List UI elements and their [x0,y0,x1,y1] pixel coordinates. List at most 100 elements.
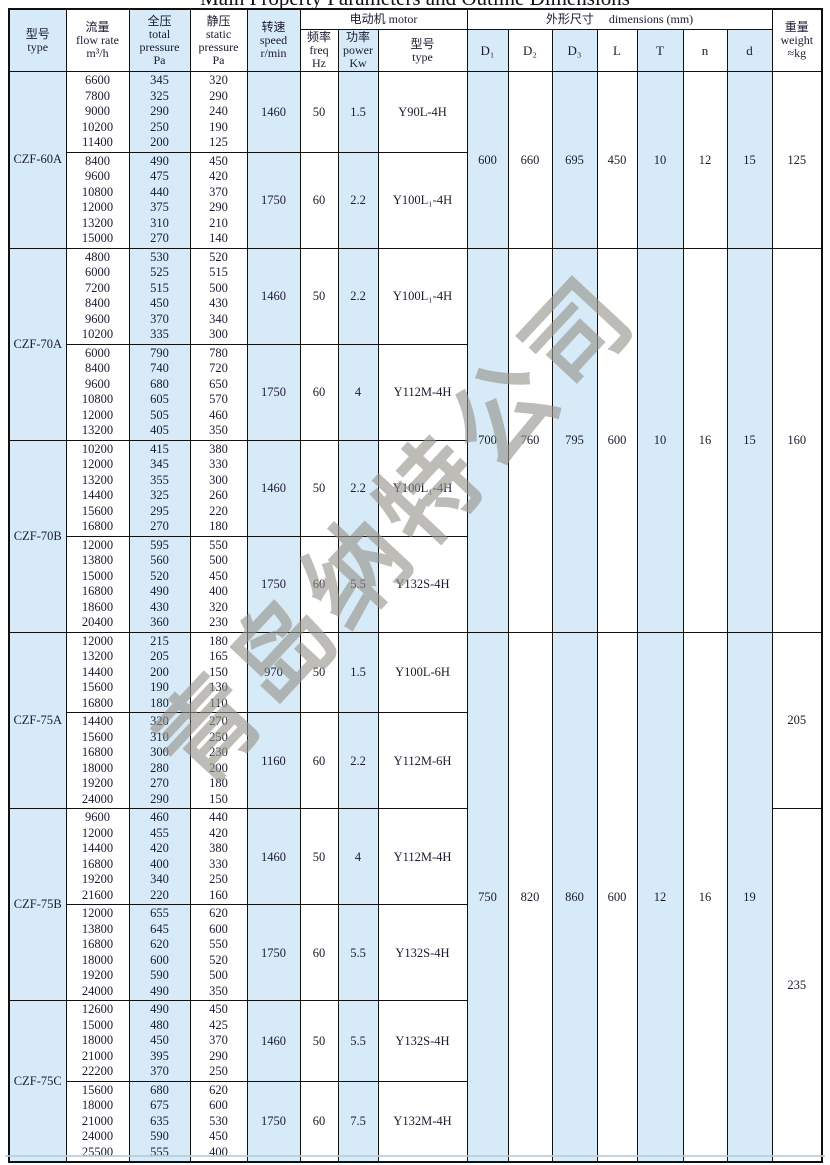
table-row: CZF-75B 9600 12000 14400 16800 19200 2160… [8,808,823,1163]
frequency-cell: 60 [299,712,339,809]
weight-cell: 160 [771,247,823,633]
frequency-cell: 50 [299,71,339,153]
total-pressure-cell: 345 325 290 250 200 [128,71,191,153]
power-cell: 2.2 [337,712,379,809]
dim-d2-cell: 660 [507,71,553,249]
speed-cell: 1750 [246,904,301,1001]
power-cell: 5.5 [337,535,379,633]
table-row: 15600 18000 21000 24000 25500 680 675 635… [9,1080,822,1163]
speed-cell: 1750 [246,1080,301,1163]
speed-cell: 1750 [246,535,301,633]
header-t: T [636,29,684,72]
fan-spec-table: 型号 type 流量 flow rate m³/h 全压 total press… [8,8,824,1163]
motor-model-cell: Y112M-4H [377,808,468,905]
weight-cell: 205 [771,631,823,809]
static-pressure-cell: 620 600 550 520 500 350 [189,904,248,1001]
header-motor-group: 电动机 motor [299,8,468,30]
motor-model-cell: Y132S-4H [377,535,468,633]
static-pressure-cell: 450 420 370 290 210 140 [189,151,248,249]
total-pressure-cell: 460 455 420 400 340 220 [128,808,191,905]
frequency-cell: 60 [299,904,339,1001]
frequency-cell: 50 [299,808,339,905]
static-pressure-cell: 520 515 500 430 340 300 [189,247,248,345]
table-row: CZF-70A 4800 6000 7200 8400 9600 10200 530… [8,247,823,633]
scan-shadow-line [5,1155,825,1157]
dim-n-cell: 12 [682,71,728,249]
flow-rate-cell: 6600 7800 9000 10200 11400 [65,71,130,153]
header-l: L [596,29,638,72]
dim-t-cell: 12 [636,631,684,1163]
frequency-cell: 50 [299,1000,339,1082]
model-cell: CZF-60A [8,71,67,249]
flow-rate-cell: 12600 15000 18000 21000 22200 [65,1000,130,1082]
total-pressure-cell: 530 525 515 450 370 335 [128,247,191,345]
header-d1: D₁ [466,29,509,72]
dim-d3-cell: 795 [551,247,598,633]
header-power: 功率 power Kw [337,29,379,72]
power-cell: 4 [337,808,379,905]
model-cell: CZF-70B [8,439,67,633]
model-cell: CZF-75B [8,808,67,1001]
speed-cell: 1460 [246,808,301,905]
motor-model-cell: Y132S-4H [377,1000,468,1082]
spec-table-body: CZF-60A 6600 7800 9000 10200 11400 345 325… [8,71,823,1163]
table-row: 12000 13800 15000 16800 18600 20400 595 5… [9,535,822,633]
table-row: 6000 8400 9600 10800 12000 13200 790 740 … [9,343,822,441]
total-pressure-cell: 490 480 450 395 370 [128,1000,191,1082]
table-row: CZF-75C 12600 15000 18000 21000 22200 490 … [8,1000,822,1163]
header-n: n [682,29,728,72]
table-row: 14400 15600 16800 18000 19200 24000 320 3… [9,712,822,809]
table-row: 12000 13800 16800 18000 19200 24000 655 6… [9,904,822,1001]
frequency-cell: 60 [299,343,339,441]
power-cell: 5.5 [337,904,379,1001]
static-pressure-cell: 180 165 150 130 110 [189,631,248,713]
flow-rate-cell: 12000 13800 16800 18000 19200 24000 [65,904,130,1001]
header-d2: D₂ [507,29,553,72]
total-pressure-cell: 680 675 635 590 555 [128,1080,191,1163]
flow-rate-cell: 8400 9600 10800 12000 13200 15000 [65,151,130,249]
speed-cell: 1460 [246,247,301,345]
header-dimensions-group: 外形尺寸 dimensions (mm) [466,8,773,30]
dim-t-cell: 10 [636,247,684,633]
table-row: CZF-60A 6600 7800 9000 10200 11400 345 325… [8,71,823,249]
total-pressure-cell: 415 345 355 325 295 270 [128,439,191,537]
page-title: Main Property Parameters and Outline Dim… [0,0,830,11]
power-cell: 1.5 [337,71,379,153]
header-motor-model: 型号 type [377,29,468,72]
flow-rate-cell: 12000 13800 15000 16800 18600 20400 [65,535,130,633]
speed-cell: 1750 [246,343,301,441]
flow-rate-cell: 15600 18000 21000 24000 25500 [65,1080,130,1163]
motor-model-cell: Y90L-4H [377,71,468,153]
motor-model-cell: Y100L₁-4H [377,151,468,249]
weight-cell: 235 [771,808,823,1163]
total-pressure-cell: 790 740 680 605 505 405 [128,343,191,441]
static-pressure-cell: 320 290 240 190 125 [189,71,248,153]
motor-model-cell: Y112M-6H [377,712,468,809]
weight-cell: 125 [771,71,823,249]
static-pressure-cell: 440 420 380 330 250 160 [189,808,248,905]
static-pressure-cell: 450 425 370 290 250 [189,1000,248,1082]
frequency-cell: 60 [299,151,339,249]
flow-rate-cell: 12000 13200 14400 15600 16800 [65,631,130,713]
dim-n-cell: 16 [682,247,728,633]
dim-d1-cell: 600 [466,71,509,249]
total-pressure-cell: 595 560 520 490 430 360 [128,535,191,633]
power-cell: 7.5 [337,1080,379,1163]
frequency-cell: 60 [299,535,339,633]
header-d: d [726,29,773,72]
dim-t-cell: 10 [636,71,684,249]
static-pressure-cell: 270 250 230 200 180 150 [189,712,248,809]
power-cell: 4 [337,343,379,441]
dim-l-cell: 600 [596,631,638,1163]
power-cell: 2.2 [337,439,379,537]
header-static-pressure: 静压 static pressure Pa [189,8,248,72]
static-pressure-cell: 380 330 300 260 220 180 [189,439,248,537]
total-pressure-cell: 490 475 440 375 310 270 [128,151,191,249]
table-row: CZF-75A 12000 13200 14400 15600 16800 215 … [8,631,823,1163]
dim-l-cell: 450 [596,71,638,249]
speed-cell: 1160 [246,712,301,809]
header-flow-rate: 流量 flow rate m³/h [65,8,130,72]
motor-model-cell: Y132S-4H [377,904,468,1001]
header-row-groups: 型号 type 流量 flow rate m³/h 全压 total press… [8,8,823,72]
table-row: CZF-70B 10200 12000 13200 14400 15600 168… [8,439,822,633]
